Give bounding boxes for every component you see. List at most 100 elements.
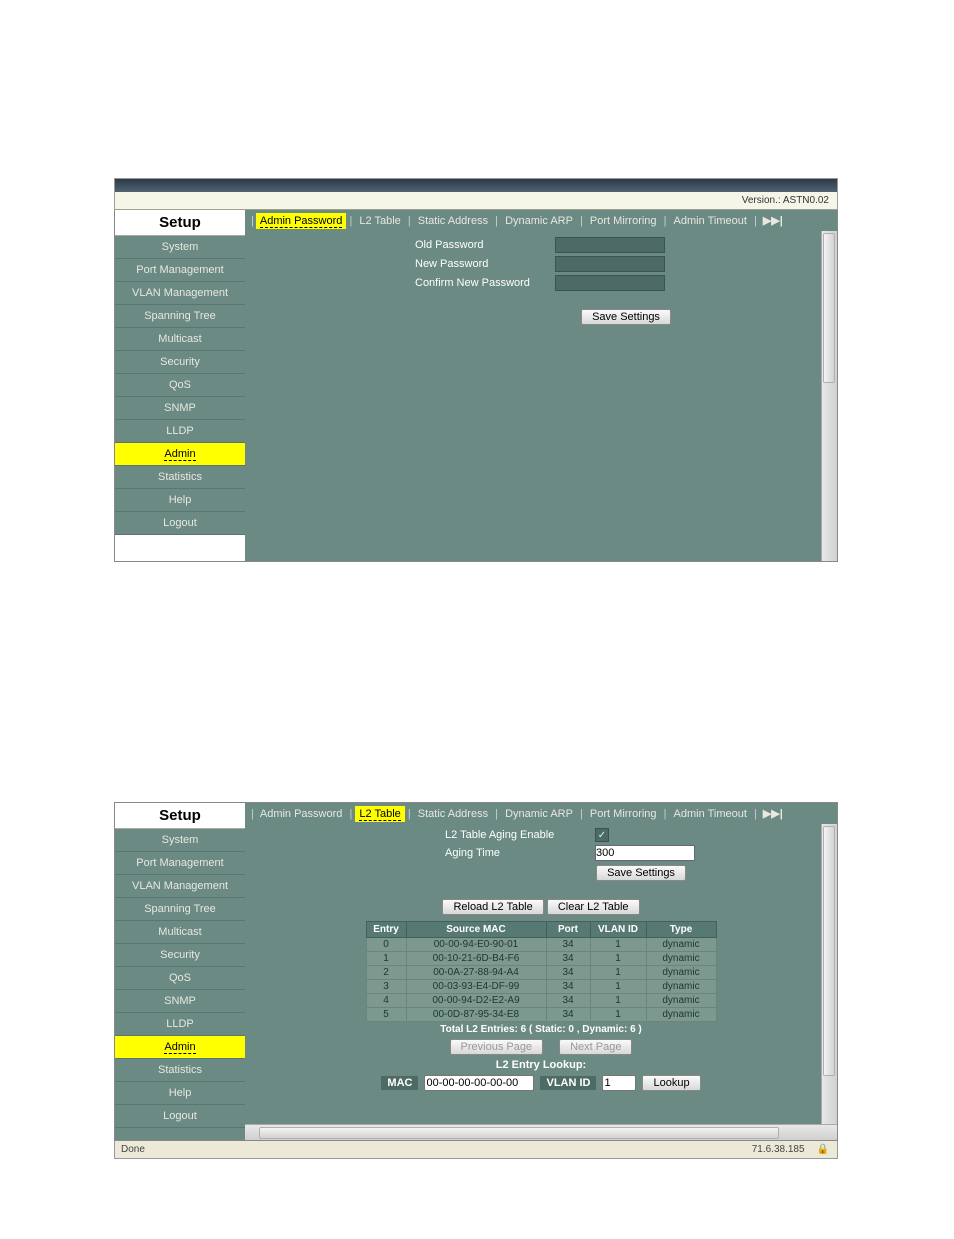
- scrollbar-thumb[interactable]: [823, 233, 835, 383]
- tab-static-address[interactable]: Static Address: [414, 213, 492, 229]
- column-header: Source MAC: [406, 922, 546, 938]
- vertical-scrollbar[interactable]: [821, 231, 837, 561]
- sidebar-item-label: LLDP: [166, 425, 194, 437]
- tab-label: Port Mirroring: [590, 808, 657, 820]
- tab-label: Port Mirroring: [590, 215, 657, 227]
- scrollbar-thumb[interactable]: [823, 826, 835, 1076]
- tab-admin-password[interactable]: Admin Password: [256, 213, 347, 229]
- reload-l2-button[interactable]: Reload L2 Table: [442, 899, 543, 915]
- sidebar-item-logout[interactable]: Logout: [115, 512, 245, 535]
- vertical-scrollbar[interactable]: [821, 824, 837, 1124]
- sidebar-item-statistics[interactable]: Statistics: [115, 1059, 245, 1082]
- sidebar-item-spanning-tree[interactable]: Spanning Tree: [115, 305, 245, 328]
- sidebar-item-port-management[interactable]: Port Management: [115, 852, 245, 875]
- tab-admin-timeout[interactable]: Admin Timeout: [670, 213, 751, 229]
- sidebar-item-label: VLAN Management: [132, 880, 228, 892]
- sidebar-item-lldp[interactable]: LLDP: [115, 420, 245, 443]
- sidebar-item-label: QoS: [169, 972, 191, 984]
- sidebar-item-snmp[interactable]: SNMP: [115, 990, 245, 1013]
- sidebar-item-qos[interactable]: QoS: [115, 967, 245, 990]
- tab-admin-timeout[interactable]: Admin Timeout: [670, 806, 751, 822]
- sidebar-item-system[interactable]: System: [115, 829, 245, 852]
- setup-header: Setup: [115, 803, 245, 829]
- table-cell: 34: [546, 966, 590, 980]
- column-header: Type: [646, 922, 716, 938]
- sidebar-item-multicast[interactable]: Multicast: [115, 921, 245, 944]
- table-cell: 3: [366, 980, 406, 994]
- tab-dynamic-arp[interactable]: Dynamic ARP: [501, 806, 577, 822]
- old-password-input[interactable]: [555, 237, 665, 253]
- sidebar-item-label: Help: [169, 1087, 192, 1099]
- sidebar-item-security[interactable]: Security: [115, 944, 245, 967]
- clear-l2-button[interactable]: Clear L2 Table: [547, 899, 640, 915]
- save-settings-button[interactable]: Save Settings: [581, 309, 671, 325]
- tab-l2-table[interactable]: L2 Table: [355, 213, 404, 229]
- mac-input[interactable]: [424, 1075, 534, 1091]
- sidebar-item-label: System: [162, 834, 199, 846]
- tab-label: Admin Password: [260, 808, 343, 820]
- tabs-more-icon[interactable]: ▶▶|: [759, 214, 783, 227]
- tab-label: Dynamic ARP: [505, 808, 573, 820]
- lookup-button[interactable]: Lookup: [642, 1075, 700, 1091]
- scrollbar-thumb[interactable]: [259, 1127, 779, 1139]
- tab-static-address[interactable]: Static Address: [414, 806, 492, 822]
- table-row: 400-00-94-D2-E2-A9341dynamic: [366, 994, 716, 1008]
- tab-dynamic-arp[interactable]: Dynamic ARP: [501, 213, 577, 229]
- column-header: VLAN ID: [590, 922, 646, 938]
- tab-admin-password[interactable]: Admin Password: [256, 806, 347, 822]
- version-bar: Version.: ASTN0.02: [114, 192, 838, 210]
- tab-l2-table[interactable]: L2 Table: [355, 806, 404, 822]
- sidebar-item-label: Help: [169, 494, 192, 506]
- horizontal-scrollbar[interactable]: [245, 1124, 837, 1140]
- header-gradient: [114, 178, 838, 192]
- sidebar-item-label: QoS: [169, 379, 191, 391]
- sidebar-item-statistics[interactable]: Statistics: [115, 466, 245, 489]
- sidebar-item-security[interactable]: Security: [115, 351, 245, 374]
- table-cell: 1: [590, 1008, 646, 1022]
- status-done: Done: [115, 1144, 752, 1155]
- sidebar-item-admin[interactable]: Admin: [115, 1036, 245, 1059]
- tab-label: Admin Timeout: [674, 808, 747, 820]
- table-cell: dynamic: [646, 994, 716, 1008]
- aging-enable-checkbox[interactable]: ✓: [595, 828, 609, 842]
- confirm-password-input[interactable]: [555, 275, 665, 291]
- sidebar-item-qos[interactable]: QoS: [115, 374, 245, 397]
- sidebar-item-spanning-tree[interactable]: Spanning Tree: [115, 898, 245, 921]
- table-cell: 00-03-93-E4-DF-99: [406, 980, 546, 994]
- table-cell: 5: [366, 1008, 406, 1022]
- sidebar-item-snmp[interactable]: SNMP: [115, 397, 245, 420]
- sidebar-item-label: Logout: [163, 517, 197, 529]
- aging-time-input[interactable]: [595, 845, 695, 861]
- sidebar-item-help[interactable]: Help: [115, 1082, 245, 1105]
- tab-port-mirroring[interactable]: Port Mirroring: [586, 806, 661, 822]
- new-password-input[interactable]: [555, 256, 665, 272]
- sidebar-item-label: Port Management: [136, 857, 223, 869]
- table-row: 100-10-21-6D-B4-F6341dynamic: [366, 952, 716, 966]
- sidebar-item-help[interactable]: Help: [115, 489, 245, 512]
- sidebar-item-admin[interactable]: Admin: [115, 443, 245, 466]
- sidebar-item-vlan-management[interactable]: VLAN Management: [115, 875, 245, 898]
- sidebar-item-system[interactable]: System: [115, 236, 245, 259]
- sidebar-item-label: SNMP: [164, 995, 196, 1007]
- column-header: Entry: [366, 922, 406, 938]
- sidebar-item-port-management[interactable]: Port Management: [115, 259, 245, 282]
- previous-page-button[interactable]: Previous Page: [450, 1039, 544, 1055]
- tab-label: Static Address: [418, 808, 488, 820]
- table-cell: 00-0D-87-95-34-E8: [406, 1008, 546, 1022]
- table-cell: 1: [590, 980, 646, 994]
- table-cell: 1: [590, 938, 646, 952]
- table-cell: 34: [546, 938, 590, 952]
- vlanid-input[interactable]: [602, 1075, 636, 1091]
- sidebar-item-logout[interactable]: Logout: [115, 1105, 245, 1128]
- table-row: 500-0D-87-95-34-E8341dynamic: [366, 1008, 716, 1022]
- sidebar-item-label: SNMP: [164, 402, 196, 414]
- sidebar-item-lldp[interactable]: LLDP: [115, 1013, 245, 1036]
- tab-port-mirroring[interactable]: Port Mirroring: [586, 213, 661, 229]
- tabs-more-icon[interactable]: ▶▶|: [759, 807, 783, 820]
- table-row: 200-0A-27-88-94-A4341dynamic: [366, 966, 716, 980]
- content-body: Old Password New Password Confirm New Pa…: [245, 231, 837, 561]
- save-settings-button[interactable]: Save Settings: [596, 865, 686, 881]
- next-page-button[interactable]: Next Page: [559, 1039, 632, 1055]
- sidebar-item-vlan-management[interactable]: VLAN Management: [115, 282, 245, 305]
- sidebar-item-multicast[interactable]: Multicast: [115, 328, 245, 351]
